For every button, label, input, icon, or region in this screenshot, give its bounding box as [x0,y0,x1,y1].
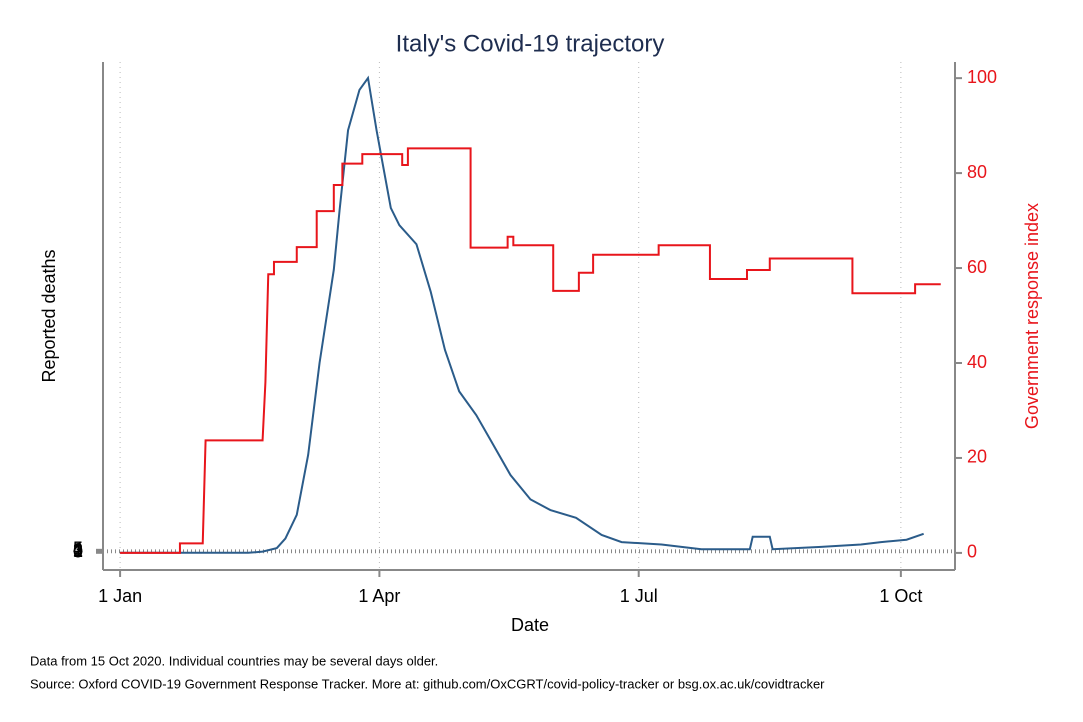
series-line [120,147,941,554]
y-tick-label: 4 [73,539,83,559]
y2-tick-label: 100 [967,67,997,87]
y-axis-label: Reported deaths [39,249,59,382]
series-line [120,75,924,554]
x-axis-label: Date [511,615,549,635]
y-tick-label: 1 [73,541,83,561]
note: Source: Oxford COVID-19 Government Respo… [30,676,825,691]
x-tick-label: 1 Jan [98,586,142,606]
x-tick-label: 1 Apr [358,586,400,606]
x-tick-label: 1 Oct [879,586,922,606]
y2-axis-label: Government response index [1022,203,1042,429]
note: Data from 15 Oct 2020. Individual countr… [30,653,438,668]
y2-tick-label: 0 [967,542,977,562]
y2-tick-label: 20 [967,447,987,467]
x-tick-label: 1 Jul [620,586,658,606]
y-tick-label: 5 [73,539,83,559]
y2-tick-label: 60 [967,257,987,277]
y2-tick-label: 40 [967,352,987,372]
y-tick-label: 0 [73,542,83,562]
chart-title: Italy's Covid-19 trajectory [396,30,665,57]
y2-tick-label: 80 [967,162,987,182]
y-tick-label: 2 [73,540,83,560]
y-tick-label: 3 [73,540,83,560]
